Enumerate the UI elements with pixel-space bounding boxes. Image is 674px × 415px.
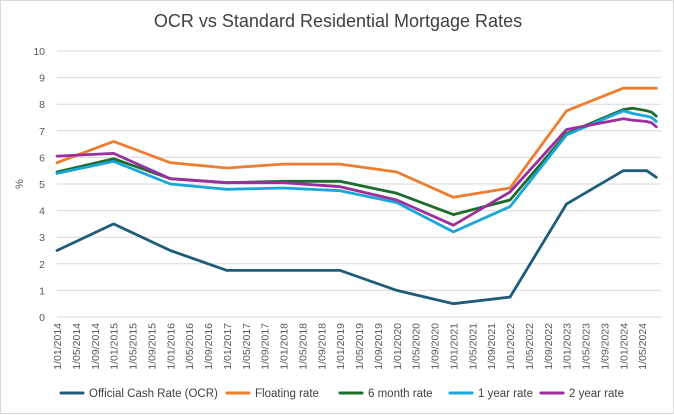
x-tick-label: 1/09/2021: [486, 323, 498, 370]
x-tick-label: 1/01/2018: [279, 323, 291, 370]
y-tick-label: 7: [39, 126, 45, 138]
x-tick-label: 1/09/2022: [543, 323, 555, 370]
x-tick-label: 1/01/2024: [618, 323, 630, 370]
legend-label: 6 month rate: [368, 388, 433, 400]
y-tick-label: 2: [39, 259, 45, 271]
x-tick-label: 1/05/2016: [184, 323, 196, 370]
legend-label: Official Cash Rate (OCR): [89, 388, 218, 400]
y-tick-label: 9: [39, 73, 45, 85]
x-tick-label: 1/05/2021: [467, 323, 479, 370]
x-tick-label: 1/01/2023: [562, 323, 574, 370]
y-tick-label: 3: [39, 232, 45, 244]
x-tick-label: 1/01/2019: [335, 323, 347, 370]
series-line: [55, 169, 658, 306]
x-tick-label: 1/09/2017: [260, 323, 272, 370]
x-tick-label: 1/09/2016: [203, 323, 215, 370]
x-tick-label: 1/09/2020: [430, 323, 442, 370]
x-tick-label: 1/05/2020: [411, 323, 423, 370]
legend-label: Floating rate: [255, 388, 319, 400]
y-tick-label: 6: [39, 152, 45, 164]
y-tick-label: 10: [33, 46, 45, 58]
legend-label: 1 year rate: [478, 388, 533, 400]
x-tick-label: 1/05/2019: [354, 323, 366, 370]
x-tick-label: 1/05/2024: [637, 323, 649, 370]
y-tick-label: 5: [39, 179, 45, 191]
x-tick-label: 1/01/2016: [165, 323, 177, 370]
legend-label: 2 year rate: [569, 388, 624, 400]
x-tick-label: 1/09/2023: [599, 323, 611, 370]
y-axis-label: %: [14, 179, 26, 189]
series-line: [55, 109, 658, 234]
x-tick-label: 1/01/2017: [222, 323, 234, 370]
x-tick-label: 1/01/2022: [505, 323, 517, 370]
y-tick-label: 0: [39, 312, 45, 324]
x-tick-label: 1/01/2021: [448, 323, 460, 370]
x-tick-label: 1/09/2014: [90, 323, 102, 370]
x-tick-label: 1/01/2015: [109, 323, 121, 370]
x-tick-label: 1/01/2014: [52, 323, 64, 370]
x-tick-label: 1/05/2014: [71, 323, 83, 370]
series-line: [55, 106, 658, 217]
x-tick-label: 1/09/2019: [373, 323, 385, 370]
x-tick-label: 1/01/2020: [392, 323, 404, 370]
series-line: [55, 86, 658, 199]
x-tick-label: 1/05/2023: [581, 323, 593, 370]
chart-title: OCR vs Standard Residential Mortgage Rat…: [153, 11, 523, 31]
y-tick-label: 4: [39, 206, 45, 218]
x-tick-label: 1/05/2015: [128, 323, 140, 370]
x-tick-label: 1/09/2018: [316, 323, 328, 370]
x-tick-label: 1/05/2022: [524, 323, 536, 370]
x-tick-label: 1/05/2017: [241, 323, 253, 370]
y-tick-label: 8: [39, 99, 45, 111]
x-tick-label: 1/05/2018: [297, 323, 309, 370]
y-tick-label: 1: [39, 285, 45, 297]
series-line: [55, 117, 658, 227]
x-tick-label: 1/09/2015: [146, 323, 158, 370]
